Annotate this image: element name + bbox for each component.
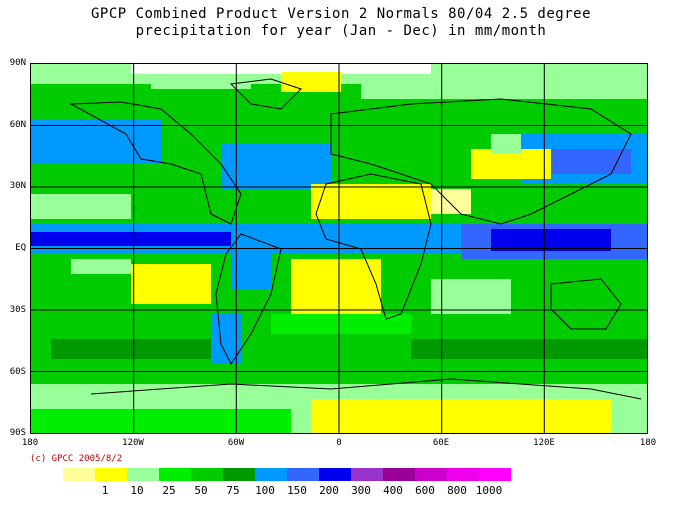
legend-label: 25 <box>162 484 176 497</box>
legend-swatch <box>191 468 223 481</box>
legend-label: 150 <box>287 484 307 497</box>
legend-label: 10 <box>130 484 144 497</box>
lon-label-0: 0 <box>336 438 342 448</box>
legend-label: 200 <box>319 484 339 497</box>
legend-label: 600 <box>415 484 435 497</box>
legend-swatch <box>351 468 383 481</box>
lat-label-eq: EQ <box>15 243 26 253</box>
precipitation-map-graphic <box>31 64 647 433</box>
legend-label: 1000 <box>475 484 503 497</box>
legend-swatch <box>63 468 95 481</box>
lat-label-90n: 90N <box>9 58 26 68</box>
legend-swatch <box>479 468 511 481</box>
map-title-line1: GPCP Combined Product Version 2 Normals … <box>90 6 591 22</box>
legend-swatch <box>287 468 319 481</box>
legend-label: 50 <box>194 484 208 497</box>
legend-swatch <box>447 468 479 481</box>
lon-label-180w: 180 <box>21 438 39 448</box>
legend-label: 1 <box>101 484 109 497</box>
precipitation-map <box>30 63 648 434</box>
lon-label-180e: 180 <box>639 438 657 448</box>
lon-label-120w: 120W <box>122 438 144 448</box>
lat-label-30n: 30N <box>9 181 26 191</box>
legend-label: 400 <box>383 484 403 497</box>
legend-swatch <box>319 468 351 481</box>
legend-swatch <box>415 468 447 481</box>
copyright-credit: (c) GPCC 2005/8/2 <box>30 454 123 464</box>
legend-label: 300 <box>351 484 371 497</box>
lat-label-90s: 90S <box>9 428 26 438</box>
legend-swatch <box>95 468 127 481</box>
lat-label-30s: 30S <box>9 305 26 315</box>
lon-label-120e: 120E <box>533 438 555 448</box>
lat-label-60n: 60N <box>9 120 26 130</box>
legend-label: 800 <box>447 484 467 497</box>
lon-label-60e: 60E <box>432 438 450 448</box>
legend-swatch <box>383 468 415 481</box>
lon-label-60w: 60W <box>227 438 245 448</box>
legend-label: 75 <box>226 484 240 497</box>
map-title-line2: precipitation for year (Jan - Dec) in mm… <box>135 23 547 39</box>
legend-swatch <box>159 468 191 481</box>
legend-swatch <box>127 468 159 481</box>
legend-label: 100 <box>255 484 275 497</box>
legend-swatch <box>255 468 287 481</box>
lat-label-60s: 60S <box>9 367 26 377</box>
legend-swatch <box>223 468 255 481</box>
